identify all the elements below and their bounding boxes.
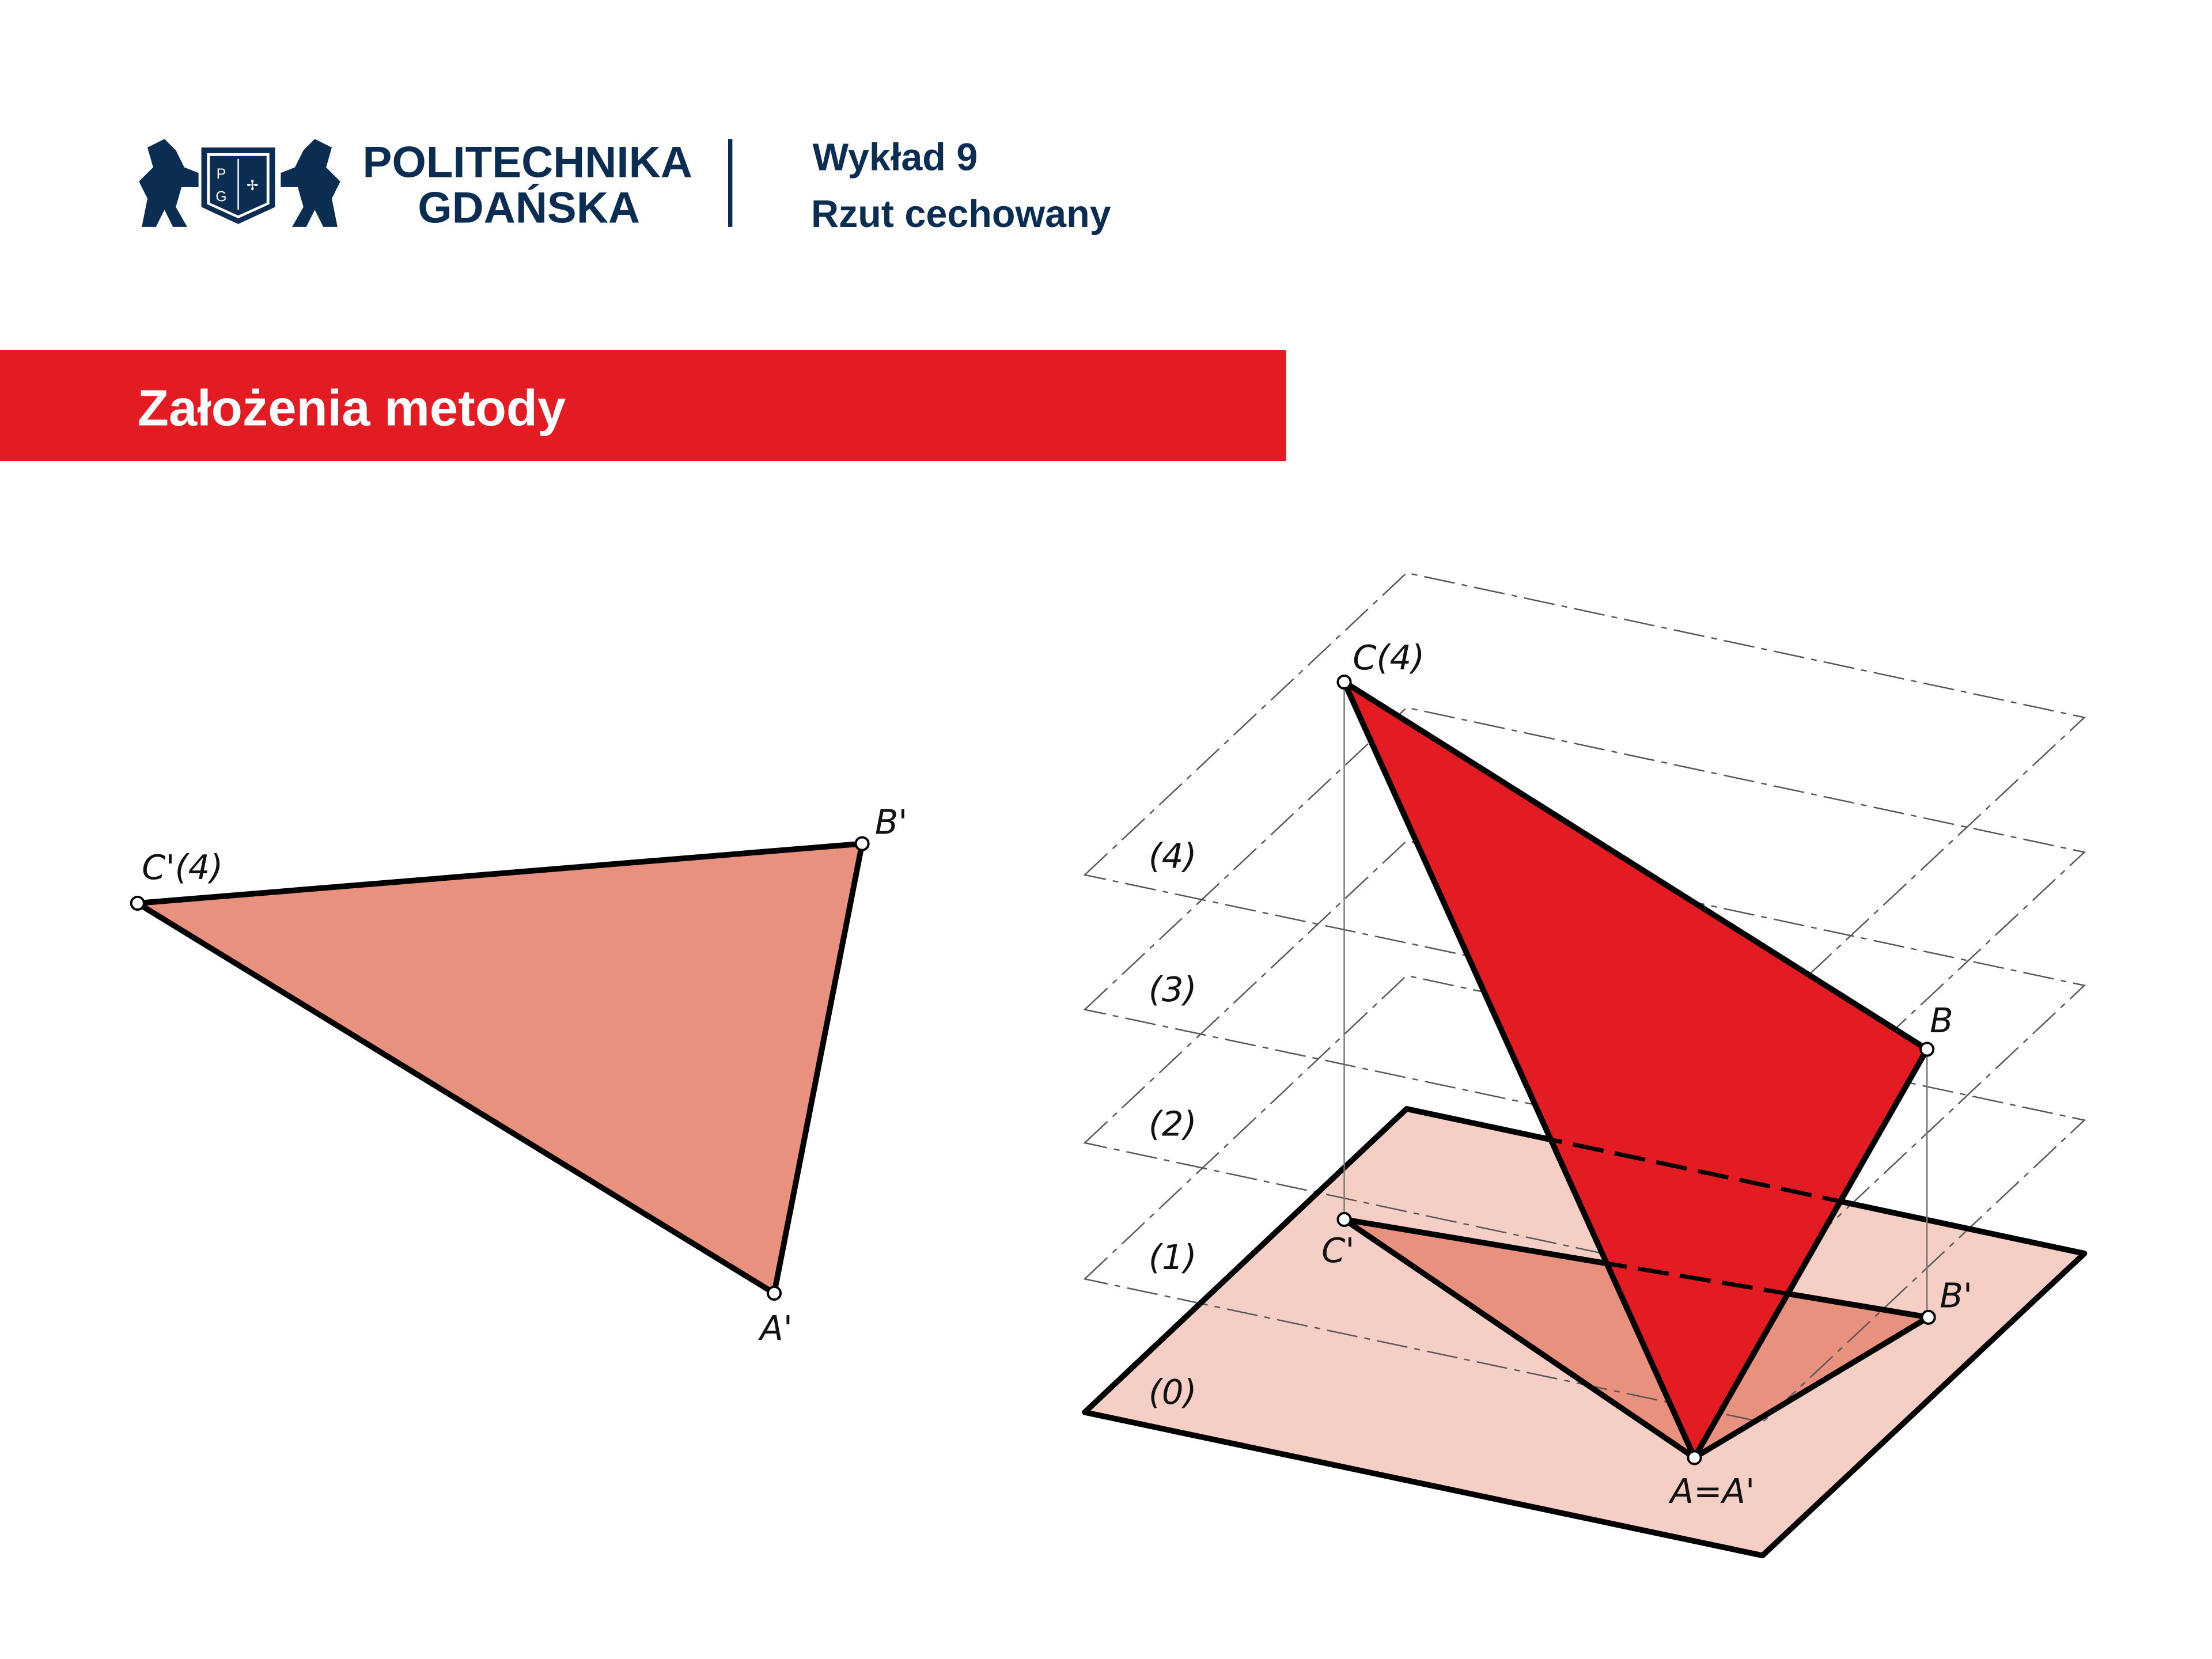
level-label-4: (4): [1149, 836, 1197, 876]
coat-of-arms-icon: P G ✢: [139, 139, 340, 227]
section-title: Założenia metody: [138, 379, 566, 436]
point-c-proj: [130, 895, 145, 911]
base-plane-outline: [1082, 1106, 2088, 1559]
logo-text-line1: POLITECHNIKA: [363, 138, 692, 187]
lecture-subject: Rzut cechowany: [811, 193, 1111, 236]
axonometric-figure: (0) (1) (2) (3) (4) C(4) B C' B' A=A': [1082, 572, 2088, 1559]
level-plane-2: [1083, 840, 2086, 1289]
label-c: C(4): [1353, 638, 1425, 677]
level-label-3: (3): [1149, 969, 1197, 1009]
projected-triangle: [134, 840, 865, 1296]
svg-text:✢: ✢: [247, 177, 259, 194]
label-b-proj: B': [875, 802, 908, 842]
point-b-proj: [1921, 1309, 1936, 1325]
point-c: [1336, 674, 1352, 690]
point-a: [1687, 1450, 1702, 1465]
shield-letter-g: G: [215, 190, 226, 205]
section-bar: [0, 350, 1286, 461]
triangle-abc-outline: [1341, 679, 1930, 1461]
label-a-proj: A': [757, 1308, 793, 1348]
point-b-proj: [854, 836, 870, 851]
lecture-number: Wykład 9: [812, 136, 978, 179]
projection-triangle-fill: [1344, 1219, 1929, 1458]
level-label-0: (0): [1149, 1372, 1197, 1412]
point-b: [1919, 1041, 1935, 1057]
label-c-proj: C'(4): [142, 847, 223, 887]
shield-letter-p: P: [217, 166, 226, 182]
label-c-proj: C': [1321, 1230, 1354, 1270]
point-a-proj: [766, 1285, 782, 1301]
level-label-1: (1): [1149, 1237, 1197, 1277]
university-logo: P G ✢ POLITECHNIKA GDAŃSKA: [139, 138, 692, 232]
label-b: B: [1930, 1001, 1953, 1040]
level-plane-1: [1083, 975, 2086, 1423]
label-a: A=A': [1668, 1471, 1755, 1511]
point-c-proj: [1336, 1211, 1352, 1227]
logo-text-line2: GDAŃSKA: [418, 183, 640, 232]
projection-triangle-figure: C'(4) B' A': [130, 802, 908, 1348]
level-label-2: (2): [1149, 1104, 1197, 1144]
label-b-proj: B': [1940, 1276, 1972, 1316]
